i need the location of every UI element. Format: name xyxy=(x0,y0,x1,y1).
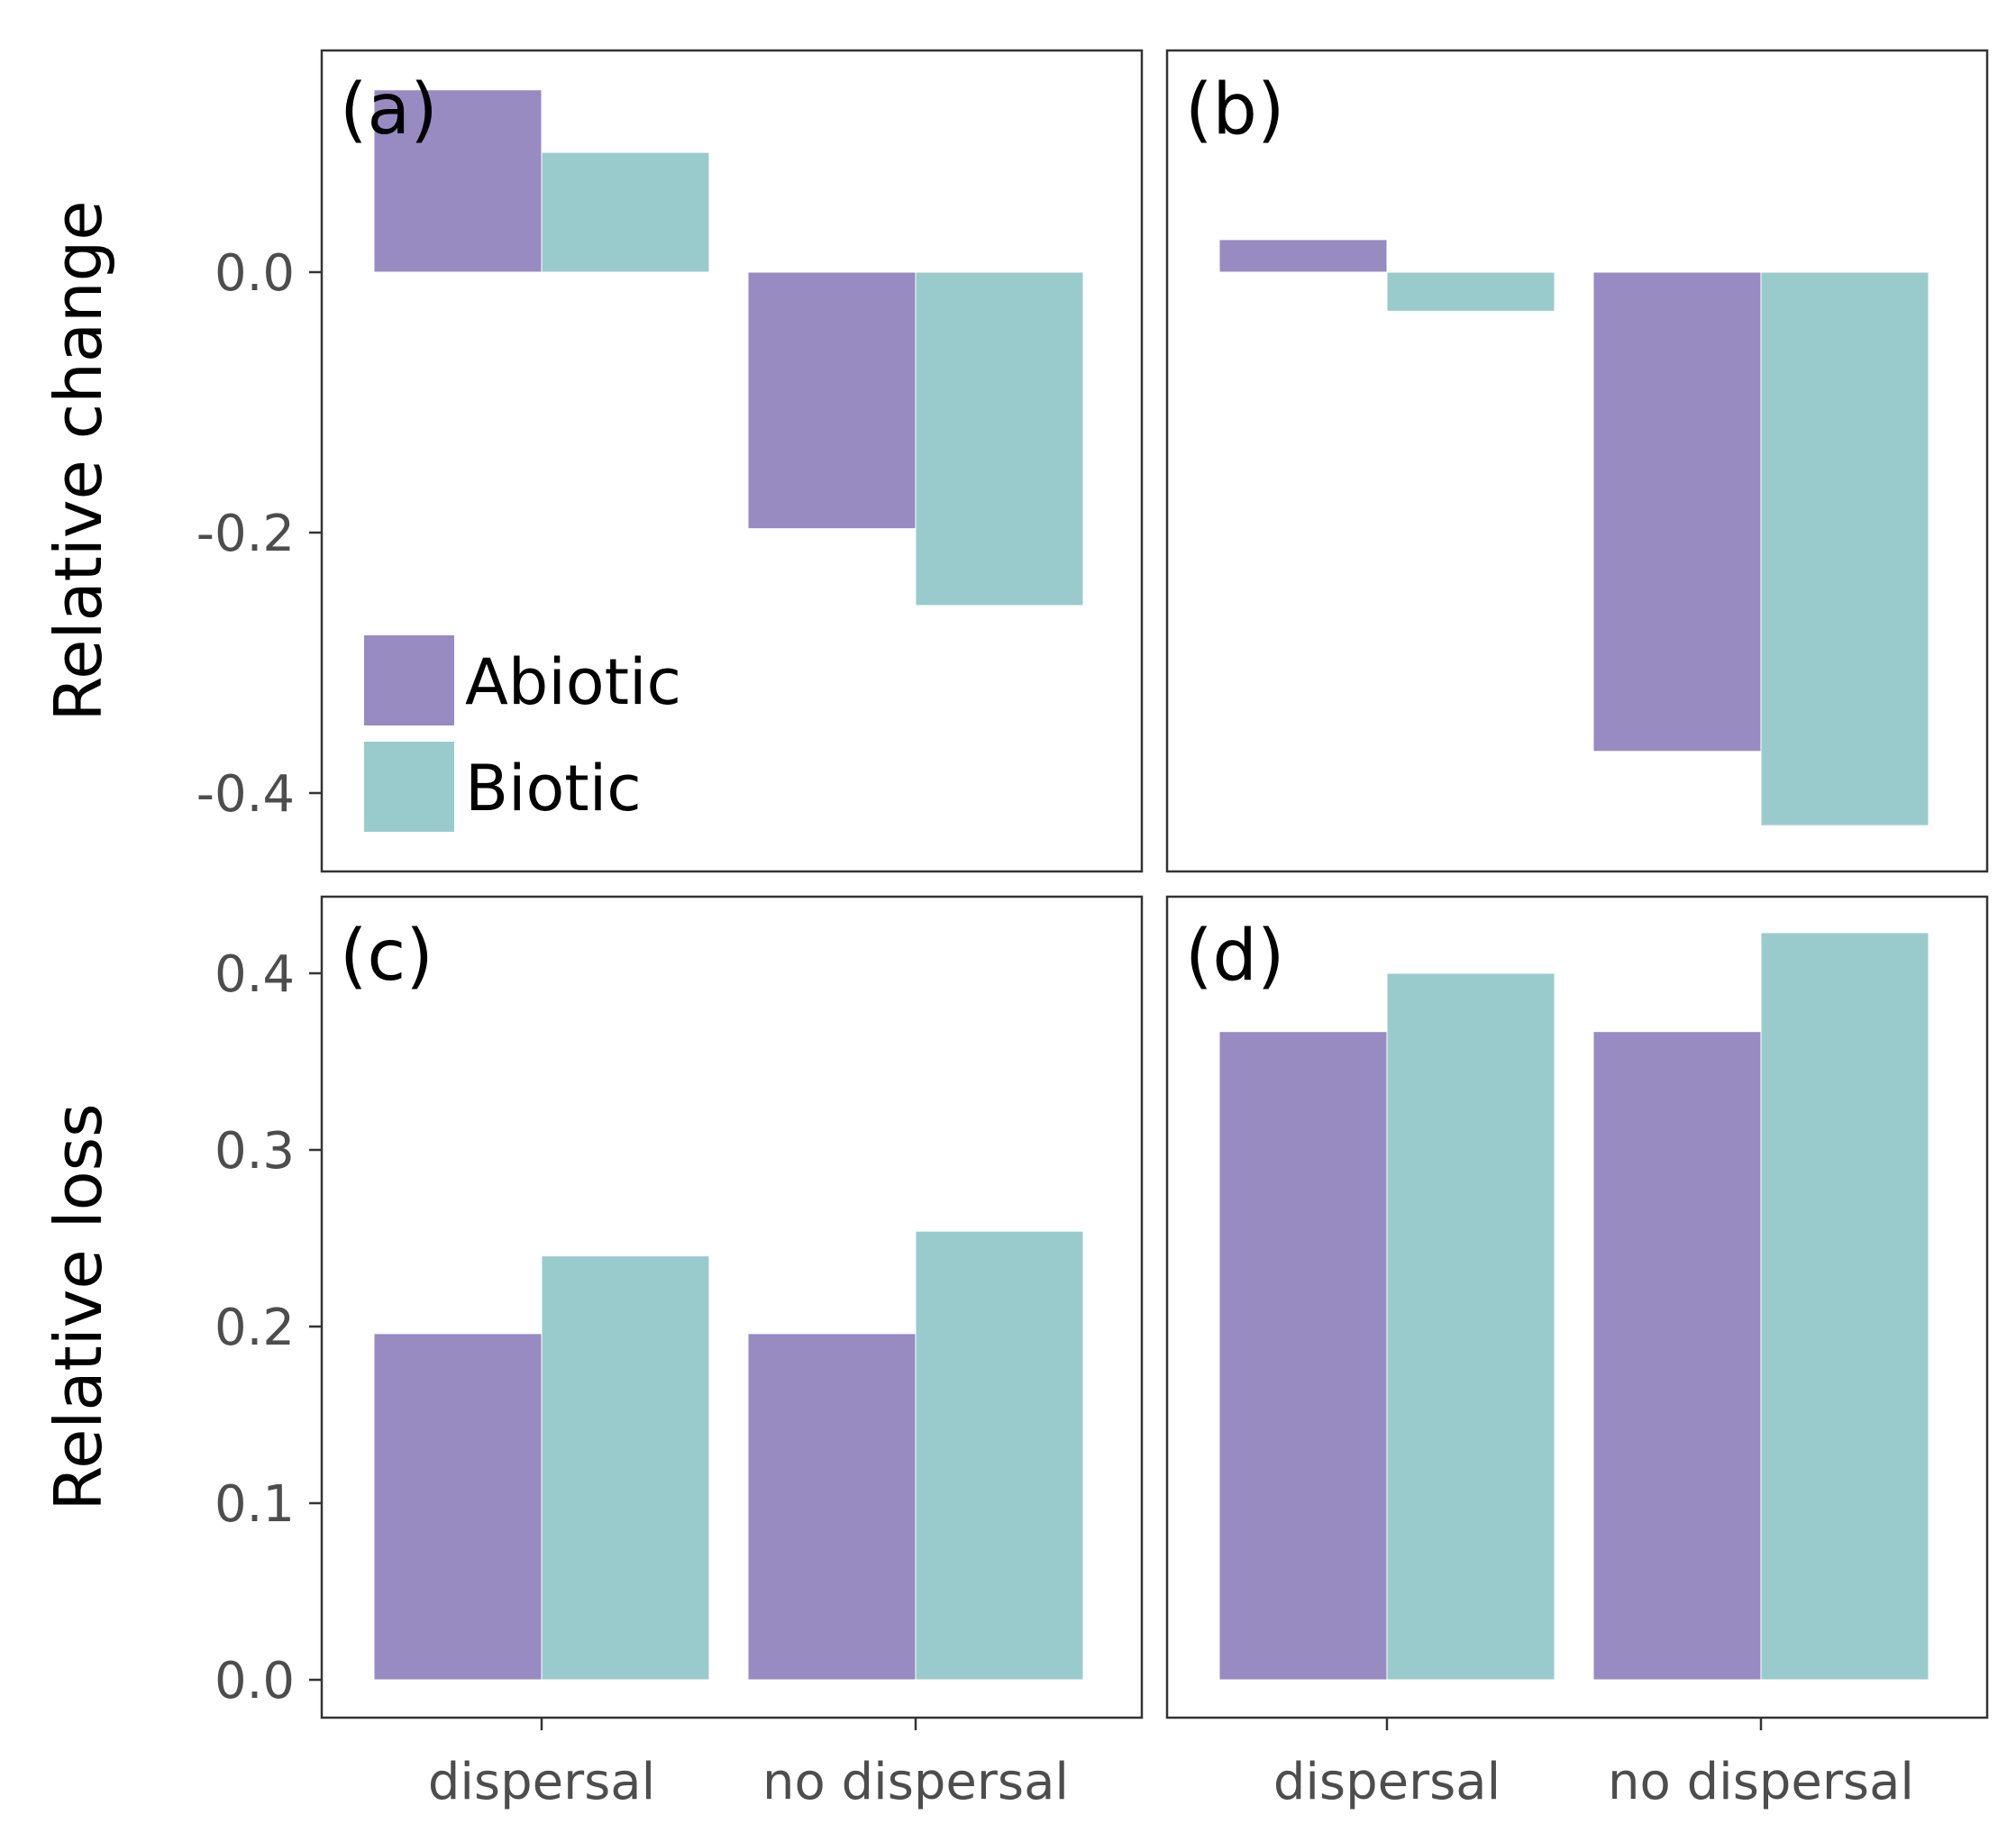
bar-b-biotic-dispersal xyxy=(1386,271,1555,312)
panel-tag-b: (b) xyxy=(1185,69,1284,150)
bar-a-abiotic-dispersal xyxy=(373,89,543,273)
bar-d-abiotic-dispersal xyxy=(1218,1031,1388,1681)
y-tick-label-row2-3: 0.3 xyxy=(214,1122,295,1181)
legend-swatch-abiotic xyxy=(364,635,454,725)
panel-border-a xyxy=(320,49,1144,873)
legend-label-abiotic: Abiotic xyxy=(465,645,681,719)
bar-a-biotic-no-dispersal xyxy=(915,271,1084,606)
x-tick-label-col1-dispersal: dispersal xyxy=(428,1753,655,1811)
y-tick-label-row2-0: 0.0 xyxy=(214,1652,295,1710)
x-tick-label-col1-no-dispersal: no dispersal xyxy=(762,1753,1069,1811)
panel-tag-a: (a) xyxy=(340,69,438,150)
y-axis-title-row1: Relative change xyxy=(41,200,116,721)
x-tick-label-col2-no-dispersal: no dispersal xyxy=(1608,1753,1914,1811)
bar-a-abiotic-no-dispersal xyxy=(747,271,917,530)
y-tick-label-row2-2: 0.2 xyxy=(214,1299,295,1357)
bar-d-abiotic-no-dispersal xyxy=(1592,1031,1762,1681)
bar-b-abiotic-dispersal xyxy=(1218,239,1388,273)
bar-c-abiotic-dispersal xyxy=(373,1333,543,1681)
y-tick-label-row2-4: 0.4 xyxy=(214,945,295,1004)
x-tick-label-col2-dispersal: dispersal xyxy=(1273,1753,1501,1811)
bar-a-biotic-dispersal xyxy=(541,151,710,273)
panel-border-d xyxy=(1165,895,1989,1719)
bar-d-biotic-dispersal xyxy=(1386,972,1555,1681)
y-axis-title-row2: Relative loss xyxy=(41,1103,116,1510)
bar-d-biotic-no-dispersal xyxy=(1760,932,1929,1681)
y-tick-label-row1-2: -0.4 xyxy=(196,765,295,824)
panel-tag-c: (c) xyxy=(340,916,433,997)
legend: Abiotic Biotic xyxy=(359,630,683,837)
legend-swatch-biotic xyxy=(364,742,454,832)
panel-border-c xyxy=(320,895,1144,1719)
y-tick-label-row2-1: 0.1 xyxy=(214,1475,295,1534)
y-tick-label-row1-1: -0.2 xyxy=(196,505,295,563)
panel-tag-d: (d) xyxy=(1185,916,1284,997)
panels: (a) (b) (c) (d) xyxy=(320,49,1989,1719)
bar-c-biotic-no-dispersal xyxy=(915,1230,1084,1681)
bar-c-abiotic-no-dispersal xyxy=(747,1333,917,1681)
y-tick-label-row1-0: 0.0 xyxy=(214,244,295,303)
bar-b-biotic-no-dispersal xyxy=(1760,271,1929,826)
panel-b: (b) xyxy=(1165,49,1989,873)
panel-border-b xyxy=(1165,49,1989,873)
bar-c-biotic-dispersal xyxy=(541,1255,710,1681)
axes: 0.0 -0.2 -0.4 Relative change 0.0 0.1 0.2 0.3 0.… xyxy=(41,200,1914,1811)
legend-label-biotic: Biotic xyxy=(465,752,642,825)
panel-d: (d) xyxy=(1165,895,1989,1719)
panel-a: (a) xyxy=(320,49,1144,873)
panel-c: (c) xyxy=(320,895,1144,1719)
bar-b-abiotic-no-dispersal xyxy=(1592,271,1762,752)
